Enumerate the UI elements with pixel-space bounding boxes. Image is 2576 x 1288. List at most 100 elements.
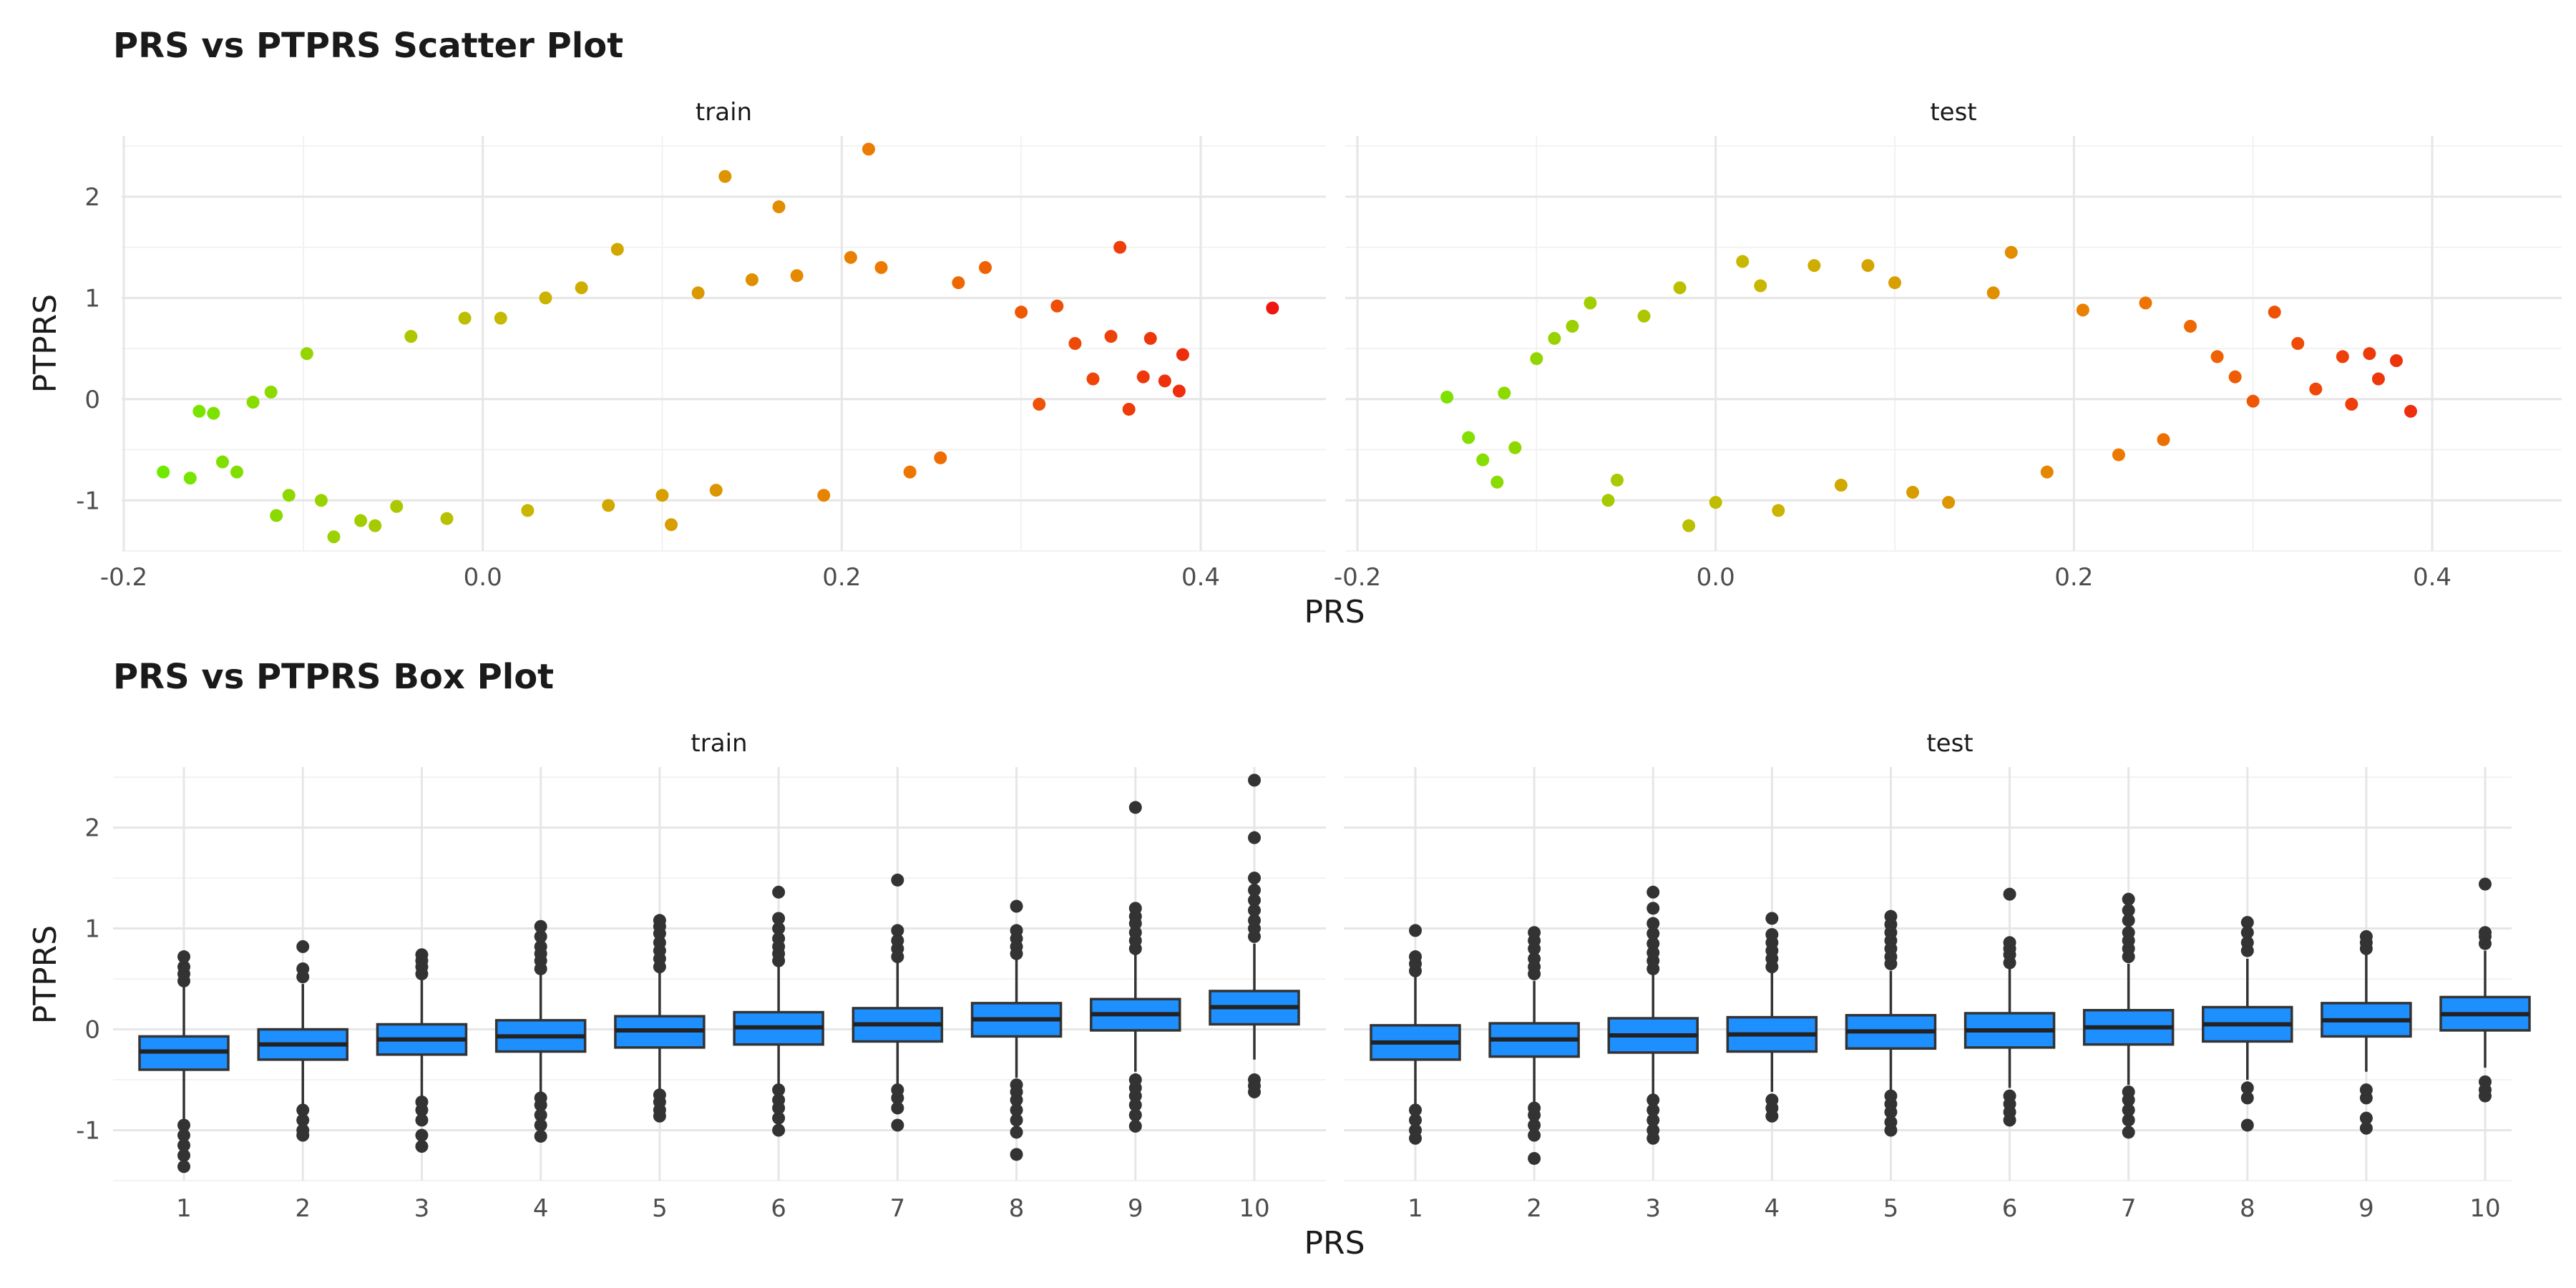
box-test-3	[1607, 885, 1699, 1145]
axis-labels: -0.2 0.0 0.2 0.4 -0.2 0.0 0.2 0.4 -1 0 1 2 PRS PTPRS 1…	[27, 183, 2501, 1262]
scatter-point	[1709, 496, 1722, 509]
box-outlier	[1128, 926, 1142, 940]
scatter-point	[300, 347, 313, 361]
box-outlier	[2479, 877, 2492, 891]
scatter-point	[610, 243, 624, 256]
x-axis-label: PRS	[1304, 594, 1365, 630]
box-outlier	[653, 1109, 666, 1123]
x-tick-label: 0.4	[1181, 563, 1220, 592]
box-outlier	[534, 1118, 547, 1132]
box-test-8	[2202, 916, 2293, 1132]
box-outlier	[296, 940, 310, 953]
x-tick-label: 7	[890, 1194, 906, 1223]
scatter-point	[1172, 384, 1186, 398]
box-outlier	[1409, 1113, 1422, 1127]
box-train-3	[376, 948, 468, 1153]
box-outlier	[1248, 883, 1261, 897]
box-outlier	[296, 962, 310, 975]
scatter-point	[1834, 479, 1848, 492]
box-outlier	[2003, 887, 2016, 901]
box-outlier	[891, 1118, 904, 1132]
box-outlier	[1128, 1119, 1142, 1133]
box-outlier	[1409, 1103, 1422, 1117]
box-outlier	[415, 1103, 429, 1117]
box-outlier	[2122, 1113, 2135, 1127]
box-outlier	[1884, 1123, 1898, 1137]
x-tick-label: 6	[2002, 1194, 2018, 1223]
x-tick-label: 5	[652, 1194, 668, 1223]
box-outlier	[1646, 1103, 1660, 1117]
y-tick-label: 0	[84, 386, 100, 414]
scatter-point	[1498, 386, 1511, 400]
x-tick-label: 8	[2240, 1194, 2255, 1223]
scatter-point	[1104, 330, 1118, 343]
box-outlier	[1248, 872, 1261, 885]
y-tick-label: -1	[76, 1117, 100, 1146]
box-outlier	[177, 960, 190, 974]
scatter-point	[1113, 240, 1127, 254]
scatter-point	[2004, 245, 2018, 259]
scatter-marks	[157, 142, 2417, 544]
x-tick-label: 5	[1883, 1194, 1899, 1223]
scatter-point	[952, 276, 965, 290]
box-outlier	[1884, 909, 1898, 923]
box-train-4	[494, 919, 587, 1143]
box-outlier	[1528, 1108, 1541, 1122]
box-outlier	[2122, 926, 2135, 940]
x-tick-label: 0.0	[1697, 563, 1735, 592]
scatter-point	[2076, 303, 2089, 317]
box-outlier	[2359, 930, 2373, 943]
scatter-point	[207, 406, 220, 420]
scatter-point	[1136, 370, 1150, 384]
box-outlier	[1248, 904, 1261, 917]
box-outlier	[2479, 926, 2492, 940]
scatter-point	[862, 142, 875, 156]
box-outlier	[1128, 1108, 1142, 1122]
box-outlier	[653, 914, 666, 927]
box-plot-title: PRS vs PTPRS Box Plot	[113, 657, 555, 697]
x-tick-label: 2	[295, 1194, 311, 1223]
box-outlier	[1409, 924, 1422, 937]
scatter-point	[1942, 496, 1956, 509]
scatter-point	[2309, 382, 2323, 396]
box-outlier	[177, 950, 190, 964]
x-tick-label: 9	[2358, 1194, 2374, 1223]
box-outlier	[1765, 928, 1779, 942]
x-tick-label: 1	[176, 1194, 192, 1223]
facet-strip-label: test	[1926, 729, 1973, 758]
scatter-point	[157, 465, 170, 479]
box-outlier	[1248, 774, 1261, 787]
scatter-point	[2268, 306, 2281, 319]
x-tick-label: 0.2	[822, 563, 861, 592]
box-test-1	[1370, 924, 1461, 1145]
box-outlier	[772, 1083, 786, 1097]
scatter-point	[1682, 519, 1696, 532]
x-tick-label: 3	[414, 1194, 430, 1223]
box-outlier	[1128, 1098, 1142, 1112]
box-outlier	[2122, 892, 2135, 906]
x-tick-label: 7	[2121, 1194, 2137, 1223]
box-outlier	[891, 934, 904, 947]
scatter-point	[270, 509, 283, 522]
box-outlier	[1646, 927, 1660, 940]
box-outlier	[2122, 1103, 2135, 1117]
box-outlier	[2003, 1113, 2016, 1127]
scatter-point	[1086, 372, 1100, 386]
box-outlier	[534, 930, 547, 943]
box-outlier	[177, 1160, 190, 1174]
scatter-point	[440, 512, 454, 525]
box-outlier	[415, 1140, 429, 1153]
scatter-point	[230, 465, 244, 479]
scatter-point	[1637, 309, 1651, 323]
box-outlier	[772, 922, 786, 935]
scatter-point	[1986, 286, 2000, 300]
scatter-point	[665, 518, 678, 532]
scatter-point	[1015, 306, 1028, 319]
box-train-8	[970, 899, 1063, 1161]
scatter-point	[1476, 453, 1490, 467]
x-tick-label: 0.2	[2054, 563, 2093, 592]
box-outlier	[1409, 950, 1422, 964]
x-tick-label: 10	[1239, 1194, 1269, 1223]
scatter-point	[1033, 397, 1046, 411]
box-outlier	[2240, 916, 2254, 930]
